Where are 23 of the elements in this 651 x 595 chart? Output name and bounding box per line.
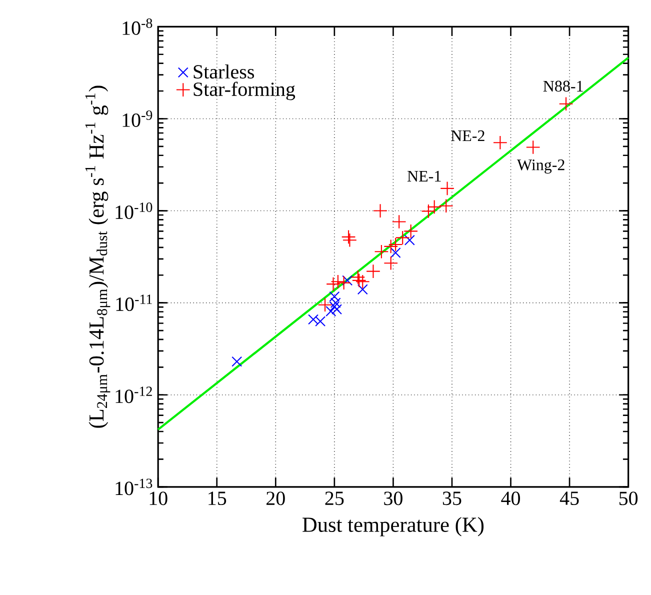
- x-tick-label: 10: [150, 492, 168, 506]
- annotation: N88-1: [543, 80, 583, 92]
- x-tick-label: 30: [384, 492, 402, 506]
- annotation: NE-1: [407, 170, 441, 182]
- x-tick-label: 15: [208, 492, 226, 506]
- x-axis-title: Dust temperature (K): [302, 516, 484, 536]
- x-tick-label: 20: [266, 492, 285, 506]
- annotation: NE-2: [451, 130, 484, 142]
- x-tick-label: 40: [501, 492, 520, 506]
- text: (L$_{24μm}$-0.14L$_{8μm}$)/M$_{dust}$ (erg s$^{-1}$ Hz$^{-1}$ g$^{-1}$): [85, 86, 110, 428]
- y-tick-label: 10$^{-12}$: [116, 386, 152, 404]
- y-tick-label: 10$^{-8}$: [122, 18, 152, 35]
- y-tick-label: 10$^{-13}$: [116, 478, 152, 496]
- x-tick-label: 50: [619, 492, 638, 506]
- y-tick-label: 10$^{-9}$: [122, 110, 152, 127]
- x-tick-label: 25: [325, 492, 344, 506]
- legend-label: Star-forming: [194, 82, 296, 100]
- x-tick-label: 35: [442, 492, 462, 506]
- legend-label: Starless: [194, 64, 254, 79]
- annotation: Wing-2: [516, 160, 564, 174]
- y-tick-label: 10$^{-10}$: [116, 202, 152, 220]
- x-tick-label: 45: [560, 492, 579, 506]
- y-tick-label: 10$^{-11}$: [116, 294, 152, 312]
